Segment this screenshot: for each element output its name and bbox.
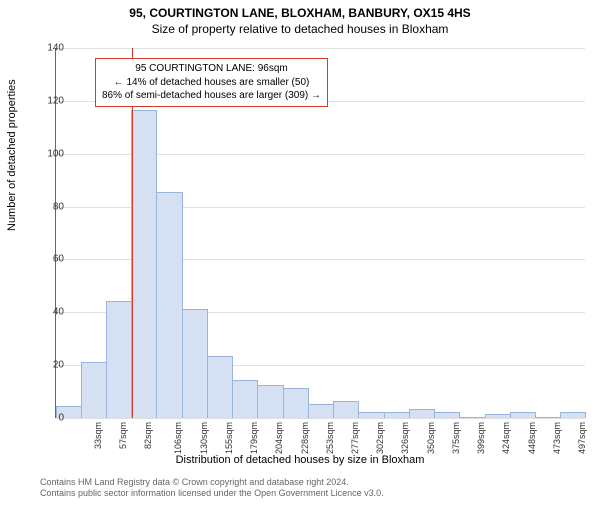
bar xyxy=(308,404,334,418)
marker-info-line: 95 COURTINGTON LANE: 96sqm xyxy=(102,62,321,76)
bar xyxy=(459,417,485,418)
x-tick-label: 277sqm xyxy=(350,422,360,454)
x-tick-label: 82sqm xyxy=(143,422,153,449)
bar-chart: 95 COURTINGTON LANE: 96sqm← 14% of detac… xyxy=(55,48,585,418)
page-subtitle: Size of property relative to detached ho… xyxy=(0,22,600,36)
bar xyxy=(232,380,258,418)
bar xyxy=(510,412,536,418)
bar xyxy=(182,309,208,418)
x-tick-label: 302sqm xyxy=(375,422,385,454)
y-tick-label: 40 xyxy=(34,307,64,318)
x-tick-label: 448sqm xyxy=(527,422,537,454)
bar xyxy=(131,110,157,418)
marker-info-line: 86% of semi-detached houses are larger (… xyxy=(102,89,321,103)
y-tick-label: 100 xyxy=(34,148,64,159)
x-axis-label: Distribution of detached houses by size … xyxy=(0,454,600,466)
bar xyxy=(333,401,359,418)
bar xyxy=(434,412,460,418)
bar xyxy=(358,412,384,418)
x-tick-label: 204sqm xyxy=(274,422,284,454)
chart-plot-area: 95 COURTINGTON LANE: 96sqm← 14% of detac… xyxy=(55,48,585,418)
page-title: 95, COURTINGTON LANE, BLOXHAM, BANBURY, … xyxy=(0,6,600,20)
gridline xyxy=(55,418,585,419)
x-tick-label: 424sqm xyxy=(501,422,511,454)
bar xyxy=(535,417,561,418)
x-tick-label: 228sqm xyxy=(300,422,310,454)
marker-info-line: ← 14% of detached houses are smaller (50… xyxy=(102,76,321,90)
footer-attribution: Contains HM Land Registry data © Crown c… xyxy=(40,477,384,500)
footer-line-2: Contains public sector information licen… xyxy=(40,488,384,500)
x-tick-label: 253sqm xyxy=(325,422,335,454)
x-tick-label: 350sqm xyxy=(426,422,436,454)
x-tick-label: 57sqm xyxy=(118,422,128,449)
gridline xyxy=(55,48,585,49)
y-tick-label: 60 xyxy=(34,254,64,265)
y-tick-label: 80 xyxy=(34,201,64,212)
x-tick-label: 399sqm xyxy=(476,422,486,454)
x-tick-label: 473sqm xyxy=(552,422,562,454)
footer-line-1: Contains HM Land Registry data © Crown c… xyxy=(40,477,384,489)
x-tick-label: 179sqm xyxy=(249,422,259,454)
bar xyxy=(409,409,435,418)
bar xyxy=(207,356,233,418)
y-tick-label: 0 xyxy=(34,413,64,424)
y-axis-label: Number of detached properties xyxy=(6,79,18,231)
bar xyxy=(156,192,182,418)
y-tick-label: 20 xyxy=(34,360,64,371)
bar xyxy=(257,385,283,418)
x-tick-label: 130sqm xyxy=(199,422,209,454)
bar xyxy=(560,412,586,418)
bar xyxy=(106,301,132,418)
x-tick-label: 33sqm xyxy=(93,422,103,449)
y-tick-label: 140 xyxy=(34,43,64,54)
x-tick-label: 326sqm xyxy=(401,422,411,454)
x-tick-label: 155sqm xyxy=(224,422,234,454)
bar xyxy=(81,362,107,419)
x-tick-label: 106sqm xyxy=(173,422,183,454)
marker-info-box: 95 COURTINGTON LANE: 96sqm← 14% of detac… xyxy=(95,58,328,107)
bar xyxy=(485,414,511,418)
bar xyxy=(384,412,410,418)
bar xyxy=(283,388,309,418)
x-tick-label: 497sqm xyxy=(577,422,587,454)
y-tick-label: 120 xyxy=(34,95,64,106)
x-tick-label: 375sqm xyxy=(451,422,461,454)
